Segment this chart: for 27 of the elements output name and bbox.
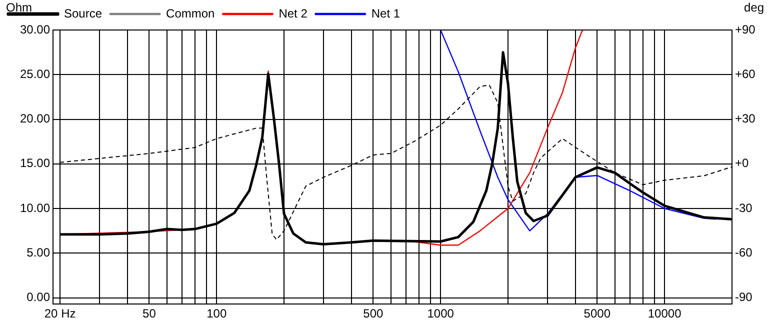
legend-label: Net 2 — [278, 6, 308, 20]
legend-label: Net 1 — [371, 6, 400, 20]
x-tick-label: 5000 — [584, 306, 611, 321]
y2-tick-label: -60 — [735, 245, 753, 260]
y2-tick-label: +90 — [735, 22, 756, 36]
y2-tick-label: +30 — [735, 112, 756, 126]
y-tick-label: 5.00 — [26, 245, 50, 260]
y-tick-label: 15.00 — [20, 156, 50, 170]
y2-tick-label: +0 — [735, 156, 750, 170]
x-tick-label: 10000 — [648, 306, 682, 321]
y-tick-label: 20.00 — [20, 112, 50, 126]
y-tick-label: 0.00 — [26, 290, 50, 304]
y2-tick-label: +60 — [735, 66, 756, 81]
x-tick-label: 50 — [142, 306, 156, 321]
y2-axis-title: deg — [744, 0, 764, 14]
legend-label: Source — [64, 6, 102, 20]
legend-label: Common — [166, 6, 215, 20]
y-tick-label: 30.00 — [20, 22, 50, 36]
y-tick-label: 25.00 — [20, 66, 50, 81]
y-axis-title: Ohm — [6, 0, 32, 14]
x-tick-label: 100 — [206, 306, 227, 321]
x-tick-label: 20 Hz — [44, 306, 76, 321]
y-tick-label: 10.00 — [20, 200, 50, 215]
x-tick-label: 1000 — [427, 306, 454, 321]
y2-tick-label: -30 — [735, 200, 753, 215]
x-tick-label: 500 — [363, 306, 384, 321]
y2-tick-label: -90 — [735, 290, 753, 304]
